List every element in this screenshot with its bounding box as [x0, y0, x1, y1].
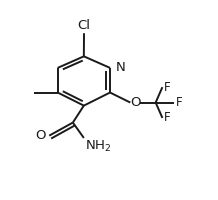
Text: O: O — [130, 96, 141, 109]
Text: O: O — [36, 129, 46, 142]
Text: F: F — [164, 111, 170, 124]
Text: Cl: Cl — [78, 19, 90, 32]
Text: N: N — [116, 61, 126, 74]
Text: F: F — [175, 96, 182, 109]
Text: F: F — [164, 81, 170, 94]
Text: NH$_2$: NH$_2$ — [85, 139, 111, 154]
